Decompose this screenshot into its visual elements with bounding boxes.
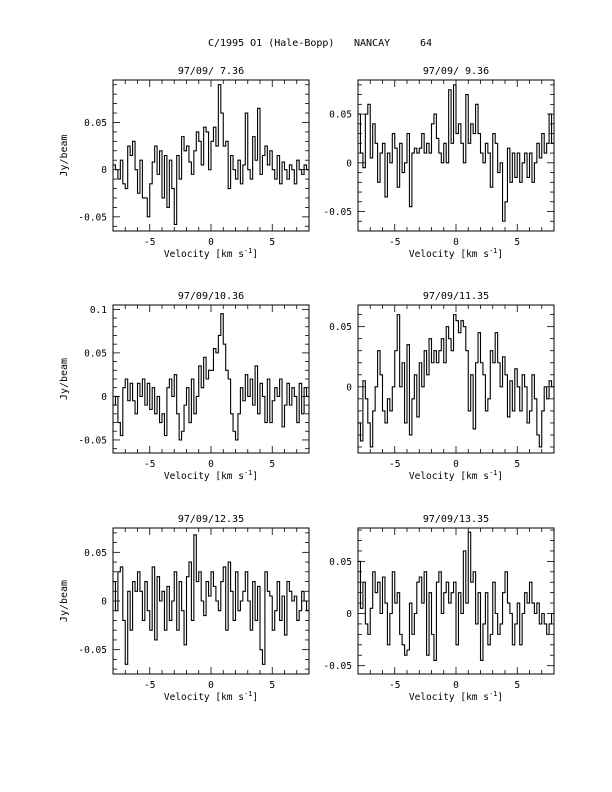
x-axis-label: Velocity [km s-1] (409, 690, 503, 703)
y-tick-label: -0.05 (323, 661, 352, 672)
x-axis-label: Velocity [km s-1] (164, 469, 258, 482)
x-tick-label: 0 (453, 459, 459, 470)
x-tick-label: 5 (269, 680, 275, 691)
y-tick-label: 0 (101, 597, 107, 608)
x-tick-label: -5 (144, 459, 155, 470)
x-tick-label: -5 (389, 680, 400, 691)
x-tick-label: -5 (389, 237, 400, 248)
panel-title: 97/09/10.36 (178, 291, 244, 302)
y-tick-label: -0.05 (78, 212, 107, 223)
spectrum-panel-5: -5 0 5 -0.05 0 0.05 97/09/12.35 Velocity [km s-… (59, 514, 310, 703)
figure-number: 64 (420, 38, 433, 49)
y-tick-label: 0.05 (329, 110, 352, 121)
y-tick-label: 0 (346, 382, 352, 393)
panel-title: 97/09/12.35 (178, 514, 244, 525)
spectrum-panel-2: -5 0 5 -0.05 0 0.05 97/09/ 9.36 Velocity [km s-… (323, 66, 555, 260)
y-tick-label: 0 (346, 158, 352, 169)
y-tick-label: -0.05 (78, 645, 107, 656)
y-tick-label: 0.1 (90, 305, 107, 316)
y-axis-label: Jy/beam (59, 134, 70, 176)
spectrum-line (113, 313, 309, 441)
x-axis-label: Velocity [km s-1] (409, 247, 503, 260)
panel-title: 97/09/11.35 (423, 291, 489, 302)
x-tick-label: -5 (144, 680, 155, 691)
y-tick-label: 0.05 (84, 348, 107, 359)
y-axis-label: Jy/beam (59, 358, 70, 400)
y-tick-label: 0.05 (329, 322, 352, 333)
panel-title: 97/09/13.35 (423, 514, 489, 525)
x-axis-label: Velocity [km s-1] (409, 469, 503, 482)
y-tick-label: 0.05 (84, 118, 107, 129)
x-tick-label: -5 (389, 459, 400, 470)
y-tick-label: -0.05 (78, 435, 107, 446)
y-tick-label: -0.05 (323, 207, 352, 218)
x-tick-label: -5 (144, 237, 155, 248)
x-tick-label: 0 (453, 237, 459, 248)
spectrum-panel-4: -5 0 5 0 0.05 97/09/11.35 Velocity [km s-1] (329, 291, 555, 482)
x-tick-label: 5 (514, 459, 520, 470)
station-name: NANCAY (354, 38, 391, 49)
spectrum-panel-3: -5 0 5 -0.05 0 0.05 0.1 97/09/10.36 Velocity [km… (59, 291, 310, 482)
x-tick-label: 5 (269, 459, 275, 470)
spectrum-line (113, 534, 309, 665)
page-header: C/1995 O1 (Hale-Bopp) NANCAY 64 (0, 38, 612, 54)
spectrum-panel-6: -5 0 5 -0.05 0 0.05 97/09/13.35 Velocity [km s-… (323, 514, 555, 703)
comet-name: C/1995 O1 (Hale-Bopp) (208, 38, 335, 49)
panel-title: 97/09/ 7.36 (178, 66, 244, 77)
x-tick-label: 0 (453, 680, 459, 691)
y-tick-label: 0 (101, 165, 107, 176)
spectrum-panel-1: -5 0 5 -0.05 0 0.05 97/09/ 7.36 Velocity [km s-… (59, 66, 310, 260)
spectrum-line (113, 84, 309, 225)
y-tick-label: 0 (346, 609, 352, 620)
y-tick-label: 0.05 (329, 557, 352, 568)
panel-title: 97/09/ 9.36 (423, 66, 489, 77)
x-axis-label: Velocity [km s-1] (164, 690, 258, 703)
spectrum-line (358, 314, 554, 448)
x-tick-label: 5 (514, 680, 520, 691)
y-tick-label: 0 (101, 392, 107, 403)
spectrum-line (358, 531, 554, 661)
x-tick-label: 0 (208, 237, 214, 248)
x-tick-label: 5 (269, 237, 275, 248)
y-axis-label: Jy/beam (59, 580, 70, 622)
spectrum-line (358, 84, 554, 222)
x-tick-label: 0 (208, 680, 214, 691)
x-tick-label: 0 (208, 459, 214, 470)
y-tick-label: 0.05 (84, 548, 107, 559)
x-tick-label: 5 (514, 237, 520, 248)
x-axis-label: Velocity [km s-1] (164, 247, 258, 260)
